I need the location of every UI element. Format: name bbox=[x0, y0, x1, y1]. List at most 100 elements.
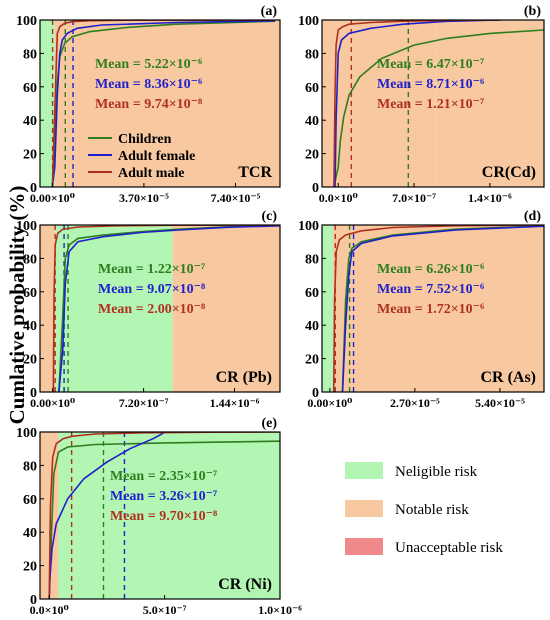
legend-label: Adult male bbox=[118, 166, 185, 181]
x-tick-label: 1.0×10⁻⁶ bbox=[258, 603, 302, 617]
legend-label-unacceptable: Unacceptable risk bbox=[395, 540, 503, 556]
y-tick-label: 80 bbox=[23, 252, 37, 267]
risk-zone bbox=[322, 225, 334, 392]
y-tick-label: 60 bbox=[23, 81, 37, 96]
x-tick-label: 3.70×10⁻⁵ bbox=[119, 191, 169, 205]
chart-panel-1: 0 20 40 60 80 100 0.00×10⁰ 3.70×10⁻⁵ 7.40×10⁻⁵ (a… bbox=[16, 4, 281, 205]
y-tick-label: 0 bbox=[30, 386, 37, 401]
chart-panel-5: 0 20 40 60 80 100 0.0×10⁰ 5.0×10⁻⁷ 1.0×10⁻⁶ (e) CR… bbox=[16, 416, 302, 617]
series-line bbox=[333, 20, 501, 187]
risk-zone bbox=[58, 432, 280, 599]
risk-zone bbox=[435, 20, 544, 187]
legend-swatch-unacceptable bbox=[345, 538, 383, 555]
risk-zone bbox=[322, 20, 436, 187]
risk-zone bbox=[40, 20, 55, 187]
plot-area bbox=[40, 432, 280, 599]
y-tick-label: 20 bbox=[305, 148, 319, 163]
x-tick-label: 1.4×10⁻⁶ bbox=[468, 191, 512, 205]
y-tick-label: 60 bbox=[305, 286, 319, 301]
x-tick-label: 0.0×10⁰ bbox=[30, 603, 69, 617]
plot-frame bbox=[39, 224, 281, 393]
y-tick-label: 20 bbox=[23, 560, 37, 575]
series-line bbox=[332, 225, 544, 392]
x-tick-label: 7.0×10⁻⁷ bbox=[392, 191, 436, 205]
panel-title: CR(Cd) bbox=[482, 164, 536, 181]
plot-frame bbox=[321, 19, 545, 188]
legend-label-notable: Notable risk bbox=[395, 502, 469, 518]
mean-label: Mean = 5.22×10⁻⁶ bbox=[95, 57, 202, 72]
mean-label: Mean = 9.07×10⁻⁸ bbox=[98, 282, 205, 297]
series-line bbox=[48, 440, 280, 599]
y-tick-label: 80 bbox=[305, 47, 319, 62]
risk-zone bbox=[333, 225, 544, 392]
y-tick-label: 0 bbox=[312, 181, 319, 196]
risk-legend: Neligible risk Notable risk Unacceptable… bbox=[345, 462, 503, 556]
mean-label: Mean = 2.35×10⁻⁷ bbox=[110, 469, 217, 484]
legend-swatch-negligible bbox=[345, 462, 383, 479]
y-tick-label: 40 bbox=[23, 526, 37, 541]
panel-title: CR (Ni) bbox=[218, 576, 272, 593]
mean-label: Mean = 7.52×10⁻⁶ bbox=[377, 282, 484, 297]
plot-area bbox=[322, 20, 544, 187]
mean-label: Mean = 6.47×10⁻⁷ bbox=[377, 57, 484, 72]
y-tick-label: 80 bbox=[305, 252, 319, 267]
mean-label: Mean = 1.21×10⁻⁷ bbox=[377, 97, 484, 112]
y-tick-label: 80 bbox=[23, 47, 37, 62]
panel-label: (c) bbox=[261, 209, 277, 224]
mean-label: Mean = 1.72×10⁻⁶ bbox=[377, 302, 484, 317]
legend-label-negligible: Neligible risk bbox=[395, 464, 478, 480]
risk-zone bbox=[54, 20, 280, 187]
y-tick-label: 60 bbox=[305, 81, 319, 96]
panel-title: CR (Pb) bbox=[216, 369, 272, 386]
panel-title: CR (As) bbox=[480, 369, 536, 386]
risk-zone bbox=[172, 225, 280, 392]
y-tick-label: 0 bbox=[30, 593, 37, 608]
panel-label: (a) bbox=[261, 4, 278, 19]
plot-frame bbox=[39, 19, 281, 188]
x-tick-label: 7.40×10⁻⁵ bbox=[211, 191, 261, 205]
x-tick-label: 2.70×10⁻⁵ bbox=[390, 396, 440, 410]
y-tick-label: 40 bbox=[305, 114, 319, 129]
mean-label: Mean = 3.26×10⁻⁷ bbox=[110, 489, 217, 504]
risk-zone bbox=[40, 225, 56, 392]
y-tick-label: 60 bbox=[23, 286, 37, 301]
x-tick-label: 0.00×10⁰ bbox=[307, 396, 352, 410]
series-line bbox=[58, 225, 280, 392]
chart-panel-3: 0 20 40 60 80 100 0.00×10⁰ 7.20×10⁻⁷ 1.44×10⁻⁶ (c… bbox=[16, 209, 281, 410]
x-tick-label: 5.40×10⁻⁵ bbox=[475, 396, 525, 410]
chart-panel-4: 0 20 40 60 80 100 0.00×10⁰ 2.70×10⁻⁵ 5.40×10⁻⁵ (d… bbox=[298, 209, 545, 410]
panel-label: (d) bbox=[524, 209, 541, 224]
panel-label: (b) bbox=[524, 4, 541, 19]
mean-label: Mean = 1.22×10⁻⁷ bbox=[98, 262, 205, 277]
y-tick-label: 20 bbox=[305, 353, 319, 368]
y-tick-label: 20 bbox=[23, 148, 37, 163]
mean-label: Mean = 9.70×10⁻⁸ bbox=[110, 509, 217, 524]
series-line bbox=[333, 29, 544, 187]
mean-label: Mean = 6.26×10⁻⁶ bbox=[377, 262, 484, 277]
panel-label: (e) bbox=[261, 416, 277, 431]
y-tick-label: 100 bbox=[298, 219, 319, 234]
series-line bbox=[334, 20, 501, 187]
series-line bbox=[341, 225, 544, 392]
chart-panels: 0 20 40 60 80 100 0.00×10⁰ 3.70×10⁻⁵ 7.40×10⁻⁵ (a… bbox=[16, 4, 545, 617]
x-tick-label: 0.00×10⁰ bbox=[30, 191, 75, 205]
plot-area bbox=[322, 225, 544, 392]
mean-label: Mean = 9.74×10⁻⁸ bbox=[95, 97, 202, 112]
plot-frame bbox=[321, 224, 545, 393]
y-tick-label: 100 bbox=[16, 219, 37, 234]
y-axis-title: Cumlative probability (%) bbox=[5, 186, 29, 425]
mean-label: Mean = 8.36×10⁻⁶ bbox=[95, 77, 202, 92]
y-tick-label: 100 bbox=[16, 426, 37, 441]
y-tick-label: 100 bbox=[298, 14, 319, 29]
plot-frame bbox=[39, 431, 281, 600]
mean-label: Mean = 8.71×10⁻⁶ bbox=[377, 77, 484, 92]
y-tick-label: 0 bbox=[312, 386, 319, 401]
legend-swatch-notable bbox=[345, 500, 383, 517]
y-tick-label: 40 bbox=[23, 114, 37, 129]
x-tick-label: 0.0×10⁰ bbox=[319, 191, 358, 205]
chart-panel-2: 0 20 40 60 80 100 0.0×10⁰ 7.0×10⁻⁷ 1.4×10⁻⁶ (b) CR… bbox=[298, 4, 545, 205]
plot-area bbox=[40, 225, 280, 392]
y-tick-label: 40 bbox=[305, 319, 319, 334]
risk-zone bbox=[55, 225, 173, 392]
